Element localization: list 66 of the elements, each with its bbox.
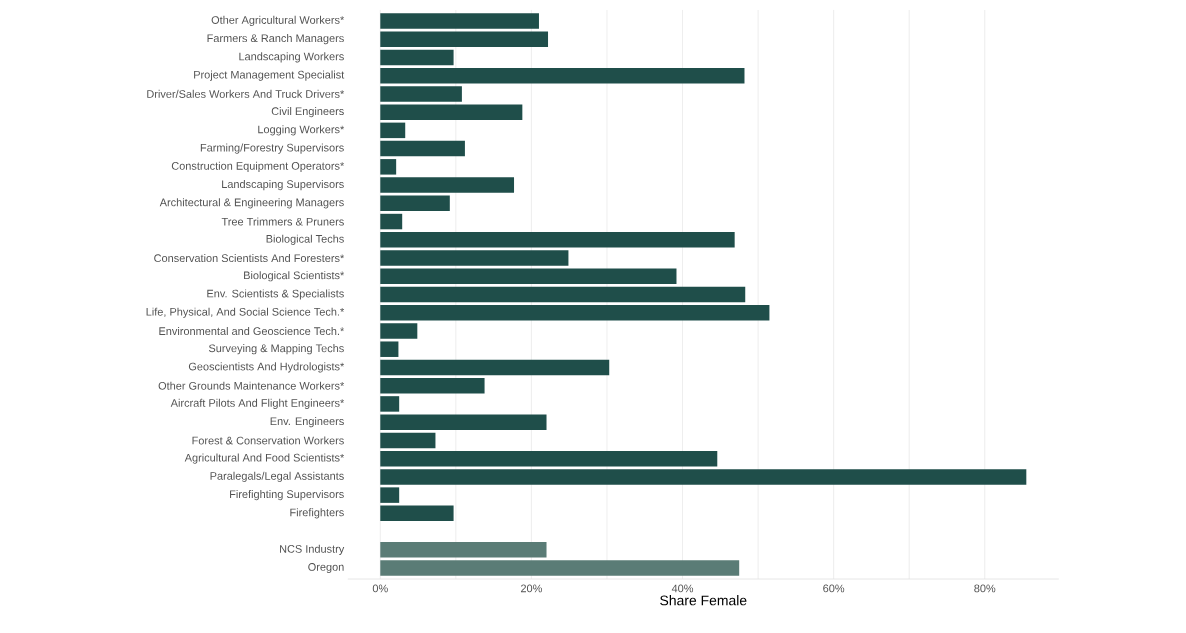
- bar: [380, 396, 400, 412]
- bar: [380, 542, 547, 558]
- y-tick-label: Env. Scientists & Specialists: [207, 289, 344, 300]
- y-tick-label: Surveying & Mapping Techs: [208, 344, 344, 355]
- y-tick-label: Forest & Conservation Workers: [192, 436, 344, 445]
- bar: [380, 177, 515, 193]
- y-tick-label: Aircraft Pilots And Flight Engineers*: [170, 398, 345, 410]
- bar: [380, 213, 403, 230]
- x-tick-label: 0%: [372, 584, 388, 593]
- y-tick-label: Conservation Scientists And Foresters*: [154, 254, 345, 263]
- y-tick-label: Environmental and Geoscience Tech.*: [159, 326, 345, 335]
- y-tick-label: Farming/Forestry Supervisors: [200, 143, 344, 154]
- y-tick-label: Firefighters: [290, 508, 344, 519]
- y-tick-label: Other Agricultural Workers*: [211, 15, 345, 27]
- bar: [380, 67, 745, 84]
- bar: [380, 159, 397, 175]
- bar: [380, 505, 454, 522]
- y-tick-label: Tree Trimmers & Pruners: [221, 217, 344, 226]
- bar: [380, 341, 399, 357]
- y-tick-label: Civil Engineers: [271, 107, 344, 118]
- bar: [380, 560, 740, 576]
- y-tick-label: Construction Equipment Operators*: [171, 161, 345, 172]
- bar: [380, 323, 418, 339]
- bar: [380, 304, 770, 321]
- bar: [380, 140, 465, 157]
- bar: [380, 469, 1027, 485]
- bar: [380, 377, 485, 394]
- y-tick-label: Oregon: [308, 563, 344, 574]
- bar: [380, 31, 549, 47]
- bar: [380, 414, 547, 430]
- y-tick-label: Firefighting Supervisors: [230, 490, 344, 501]
- bar: [380, 487, 400, 503]
- x-tick-label: 20%: [520, 584, 542, 593]
- y-tick-label: Project Management Specialist: [194, 70, 345, 81]
- bar: [380, 450, 718, 467]
- y-tick-label: Logging Workers*: [258, 125, 345, 136]
- bar: [380, 13, 539, 29]
- bar: [380, 250, 569, 266]
- bar: [380, 286, 746, 303]
- y-tick-label: Paralegals/Legal Assistants: [210, 471, 344, 482]
- x-tick-label: 60%: [823, 584, 845, 593]
- y-tick-label: Landscaping Workers: [239, 52, 344, 63]
- bar: [380, 195, 450, 212]
- y-tick-label: Driver/Sales Workers And Truck Drivers*: [147, 89, 345, 98]
- y-tick-label: Life, Physical, And Social Science Tech.*: [146, 307, 345, 318]
- bar: [380, 86, 462, 102]
- x-tick-label: 80%: [974, 584, 996, 593]
- y-tick-label: NCS Industry: [280, 544, 345, 555]
- y-tick-label: Farmers & Ranch Managers: [207, 34, 344, 45]
- bar: [380, 232, 735, 248]
- bar: [380, 432, 436, 449]
- y-tick-label: Biological Techs: [266, 234, 344, 245]
- bar: [380, 49, 454, 66]
- bar: [380, 359, 610, 376]
- y-tick-label: Architectural & Engineering Managers: [159, 198, 344, 209]
- x-axis-title: Share Female: [660, 595, 747, 606]
- bar: [380, 104, 523, 120]
- bar: [380, 268, 677, 285]
- y-tick-label: Other Grounds Maintenance Workers*: [158, 381, 345, 390]
- bar: [380, 122, 406, 139]
- y-tick-label: Biological Scientists*: [244, 271, 345, 282]
- y-tick-label: Landscaping Supervisors: [222, 179, 344, 191]
- y-tick-label: Geoscientists And Hydrologists*: [188, 362, 345, 373]
- y-tick-label: Env. Engineers: [270, 417, 344, 428]
- x-tick-label: 40%: [671, 584, 694, 593]
- y-tick-label: Agricultural And Food Scientists*: [184, 453, 345, 464]
